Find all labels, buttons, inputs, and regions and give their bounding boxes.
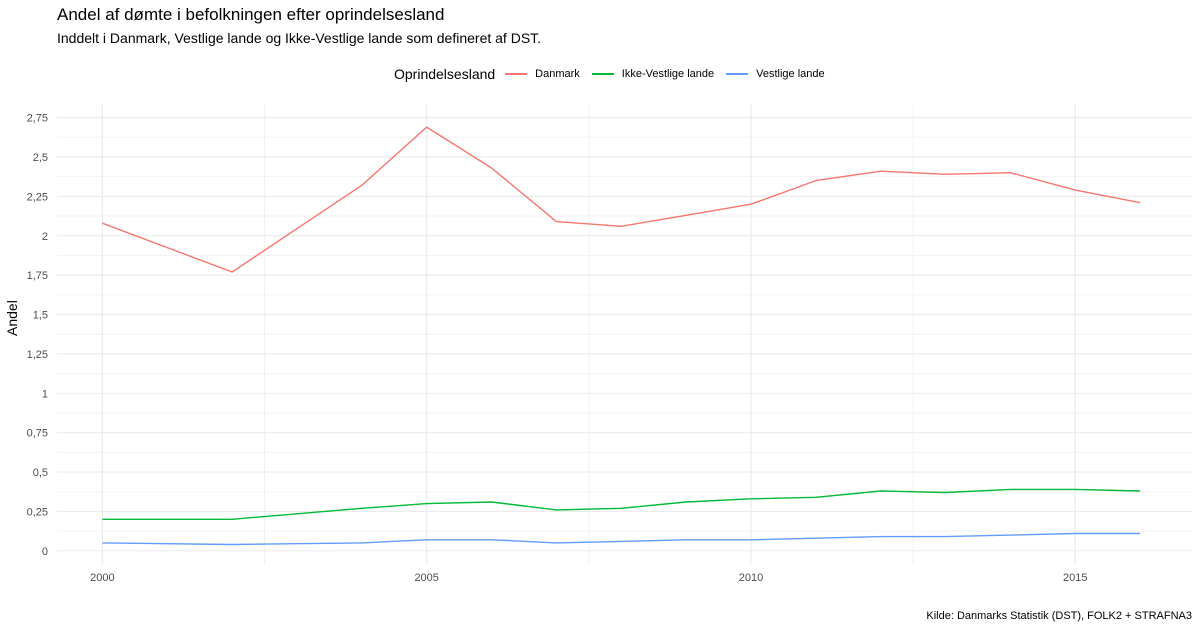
y-tick-label: 2,75 <box>27 113 48 125</box>
y-tick-label: 1,5 <box>33 310 48 322</box>
y-tick-label: 1,75 <box>27 270 48 282</box>
legend-key-vestlige <box>726 73 749 75</box>
major-grid <box>57 105 1192 565</box>
y-tick-label: 0,75 <box>27 428 48 440</box>
legend-item-vestlige: Vestlige lande <box>726 68 825 80</box>
legend-key-ikke-vestlige <box>591 73 614 75</box>
y-tick-label: 0,5 <box>33 467 48 479</box>
series-line-danmark <box>102 126 1141 273</box>
y-tick-label: 2,25 <box>27 191 48 203</box>
x-tick-label: 2000 <box>90 572 114 584</box>
x-tick-label: 2015 <box>1063 572 1087 584</box>
x-tick-label: 2005 <box>414 572 438 584</box>
legend-label-vestlige: Vestlige lande <box>756 68 825 80</box>
y-axis-ticks: 0 0,25 0,5 0,75 1 1,25 1,5 1,75 2 2,25 2,5 2,75 <box>27 113 48 558</box>
y-tick-label: 1 <box>42 388 48 400</box>
x-tick-label: 2010 <box>739 572 763 584</box>
series-lines <box>102 126 1141 546</box>
y-tick-label: 0 <box>42 546 48 558</box>
legend-title: Oprindelsesland <box>394 66 496 82</box>
legend-key-danmark <box>505 73 528 75</box>
legend-item-ikke-vestlige: Ikke-Vestlige lande <box>591 68 715 80</box>
minor-grid <box>57 105 1192 565</box>
series-line-vestlige-lande <box>102 532 1141 546</box>
chart-title: Andel af dømte i befolkningen efter opri… <box>57 5 445 24</box>
series-line-ikke-vestlige-lande <box>102 488 1141 520</box>
legend-label-danmark: Danmark <box>535 68 580 80</box>
y-tick-label: 0,25 <box>27 506 48 518</box>
legend-item-danmark: Danmark <box>505 68 580 80</box>
y-tick-label: 2 <box>42 231 48 243</box>
legend: Oprindelsesland Danmark Ikke-Vestlige la… <box>394 66 837 82</box>
chart-subtitle: Inddelt i Danmark, Vestlige lande og Ikk… <box>57 30 542 46</box>
legend-label-ikke-vestlige: Ikke-Vestlige lande <box>621 68 715 80</box>
y-tick-label: 2,5 <box>33 152 48 164</box>
y-tick-label: 1,25 <box>27 349 48 361</box>
x-axis-ticks: 2000 2005 2010 2015 <box>90 572 1087 584</box>
source-caption: Kilde: Danmarks Statistik (DST), FOLK2 +… <box>926 610 1192 622</box>
